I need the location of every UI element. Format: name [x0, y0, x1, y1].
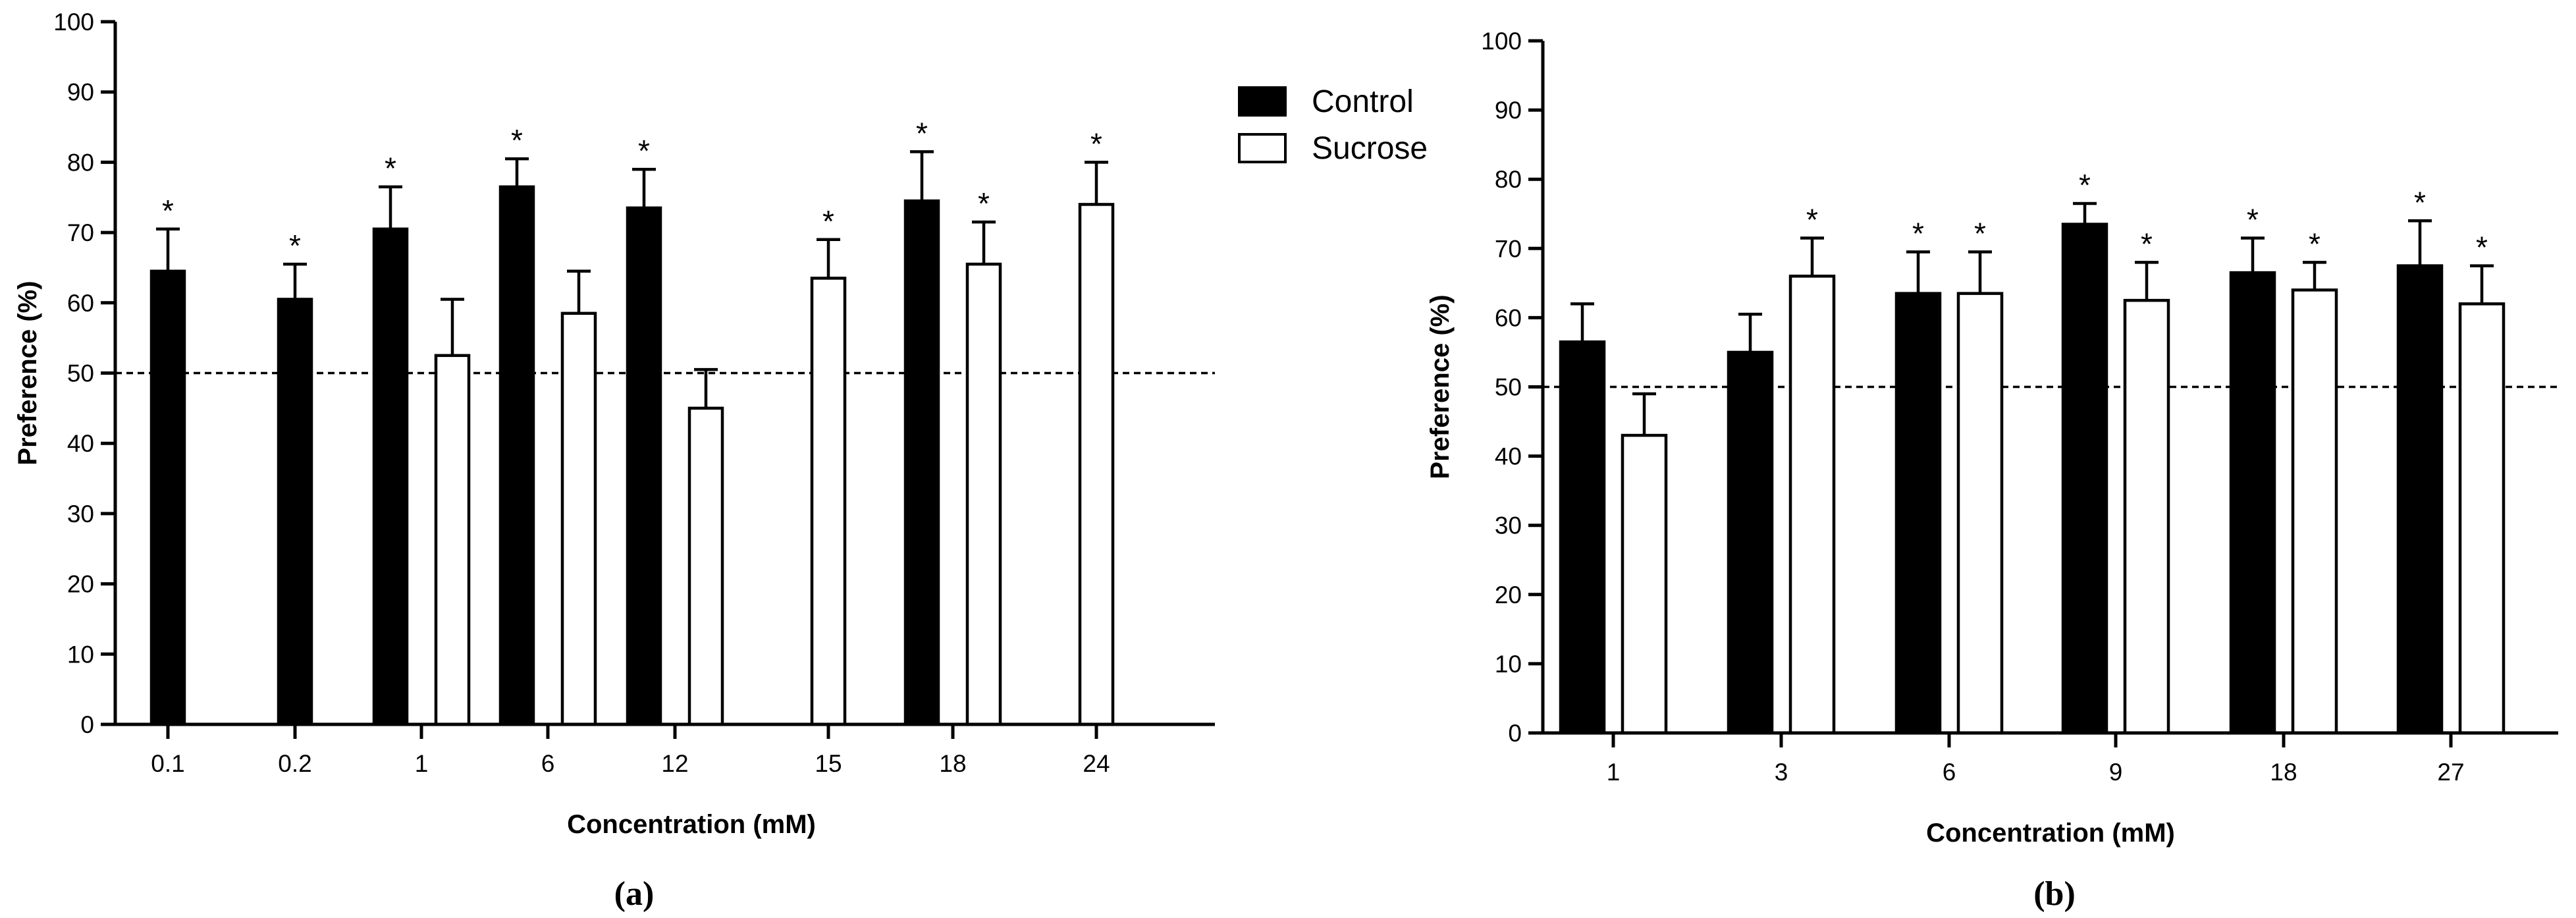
chart-b-bars: * * * * * * * * * — [1559, 168, 2506, 735]
significance-star-sucrose-18: * — [978, 186, 990, 221]
bar-sucrose-12 — [687, 406, 724, 726]
bar-sucrose-27 — [2458, 302, 2506, 735]
bar-sucrose-18 — [965, 262, 1002, 726]
chart-b-panel-label: (b) — [2033, 875, 2076, 913]
significance-star-control-12: * — [638, 134, 650, 168]
bar-control-18 — [903, 199, 940, 726]
chart-a-bars: * * * * * * * * * — [149, 116, 1115, 726]
x-tick-label-27: 27 — [2437, 759, 2464, 786]
y-tick-label-100: 100 — [1481, 28, 1522, 55]
chart-a-axes: 0 10 20 30 40 50 60 70 80 90 100 0.1 0.2 1 6 12 15 18 24 — [53, 9, 1215, 777]
y-tick-label-70: 70 — [1495, 235, 1522, 262]
x-tick-label-9: 9 — [2109, 759, 2123, 786]
legend: Control Sucrose — [1238, 84, 1428, 166]
bar-control-0.1 — [149, 269, 186, 726]
y-tick-label-90: 90 — [67, 79, 94, 106]
chart-a-x-axis-title: Concentration (mM) — [567, 810, 816, 839]
bar-sucrose-6 — [560, 311, 597, 726]
chart-b-x-axis-title: Concentration (mM) — [1926, 819, 2175, 848]
bar-control-6 — [1894, 292, 1942, 735]
y-tick-label-30: 30 — [1495, 512, 1522, 539]
bar-sucrose-9 — [2123, 298, 2170, 735]
y-tick-label-0: 0 — [80, 711, 94, 738]
significance-star-control-18: * — [2247, 203, 2259, 237]
y-tick-label-60: 60 — [67, 290, 94, 317]
bar-sucrose-24 — [1078, 203, 1115, 726]
bar-sucrose-1 — [1621, 433, 1668, 735]
x-tick-label-6: 6 — [541, 750, 555, 777]
y-tick-label-40: 40 — [1495, 443, 1522, 470]
bar-control-3 — [1727, 350, 1774, 735]
legend-control-label: Control — [1312, 84, 1414, 119]
bar-control-1 — [372, 227, 409, 726]
legend-sucrose-swatch — [1238, 133, 1287, 163]
significance-star-control-9: * — [2079, 168, 2091, 202]
significance-star-control-6: * — [1912, 217, 1924, 251]
x-tick-label-12: 12 — [661, 750, 688, 777]
chart-a: * * * * * * * * * 0 10 20 30 40 50 60 70 80 90 100 0.1 0.2 1 6… — [13, 9, 1215, 913]
x-tick-label-18: 18 — [939, 750, 966, 777]
significance-star-control-6: * — [511, 123, 523, 157]
bar-control-12 — [626, 206, 662, 726]
significance-star-control-0.2: * — [289, 229, 301, 263]
x-tick-label-1: 1 — [1607, 759, 1621, 786]
y-tick-label-0: 0 — [1508, 720, 1522, 747]
y-tick-label-10: 10 — [1495, 651, 1522, 678]
chart-b-axes: 0 10 20 30 40 50 60 70 80 90 100 1 3 6 9 18 27 — [1481, 28, 2558, 786]
y-tick-label-80: 80 — [67, 149, 94, 176]
bar-control-6 — [498, 185, 535, 726]
x-tick-label-24: 24 — [1083, 750, 1110, 777]
chart-a-panel-label: (a) — [614, 875, 655, 913]
significance-star-control-1: * — [385, 151, 396, 186]
y-tick-label-20: 20 — [1495, 581, 1522, 608]
significance-star-sucrose-6: * — [1974, 217, 1986, 251]
chart-a-y-axis-title: Preference (%) — [13, 281, 42, 465]
y-tick-label-40: 40 — [67, 430, 94, 457]
significance-star-sucrose-18: * — [2309, 227, 2321, 261]
bar-sucrose-15 — [810, 277, 847, 726]
bar-sucrose-3 — [1788, 275, 1836, 735]
y-tick-label-30: 30 — [67, 500, 94, 527]
bar-control-18 — [2229, 271, 2276, 735]
significance-star-sucrose-27: * — [2476, 230, 2488, 265]
x-tick-label-0.2: 0.2 — [278, 750, 311, 777]
chart-b-y-axis-title: Preference (%) — [1426, 294, 1455, 479]
bar-control-9 — [2061, 223, 2108, 735]
y-tick-label-70: 70 — [67, 219, 94, 246]
chart-b: * * * * * * * * * 0 10 20 30 40 50 60 70 80 90 100 1 3 6 9 18 27… — [1426, 28, 2558, 913]
bar-control-27 — [2396, 264, 2444, 735]
bar-control-0.2 — [277, 298, 313, 726]
x-tick-label-0.1: 0.1 — [151, 750, 184, 777]
significance-star-sucrose-9: * — [2141, 227, 2153, 261]
significance-star-sucrose-15: * — [822, 204, 834, 238]
bar-control-1 — [1559, 340, 1606, 735]
y-tick-label-50: 50 — [67, 360, 94, 387]
legend-sucrose-label: Sucrose — [1312, 131, 1428, 166]
y-tick-label-20: 20 — [67, 571, 94, 598]
x-tick-label-3: 3 — [1775, 759, 1788, 786]
x-tick-label-18: 18 — [2270, 759, 2297, 786]
y-tick-label-50: 50 — [1495, 374, 1522, 401]
significance-star-sucrose-24: * — [1090, 126, 1102, 161]
x-tick-label-1: 1 — [415, 750, 429, 777]
y-tick-label-90: 90 — [1495, 97, 1522, 124]
significance-star-control-0.1: * — [162, 194, 174, 228]
bar-sucrose-6 — [1956, 292, 2004, 735]
bar-sucrose-18 — [2291, 288, 2338, 735]
significance-star-control-18: * — [916, 116, 928, 150]
significance-star-control-27: * — [2414, 185, 2426, 219]
y-tick-label-100: 100 — [53, 9, 94, 36]
y-tick-label-80: 80 — [1495, 166, 1522, 193]
legend-control-swatch — [1238, 86, 1287, 117]
y-tick-label-10: 10 — [67, 641, 94, 668]
y-tick-label-60: 60 — [1495, 304, 1522, 331]
significance-star-sucrose-3: * — [1806, 203, 1818, 237]
bar-sucrose-1 — [434, 354, 471, 726]
x-tick-label-6: 6 — [1943, 759, 1956, 786]
x-tick-label-15: 15 — [815, 750, 842, 777]
